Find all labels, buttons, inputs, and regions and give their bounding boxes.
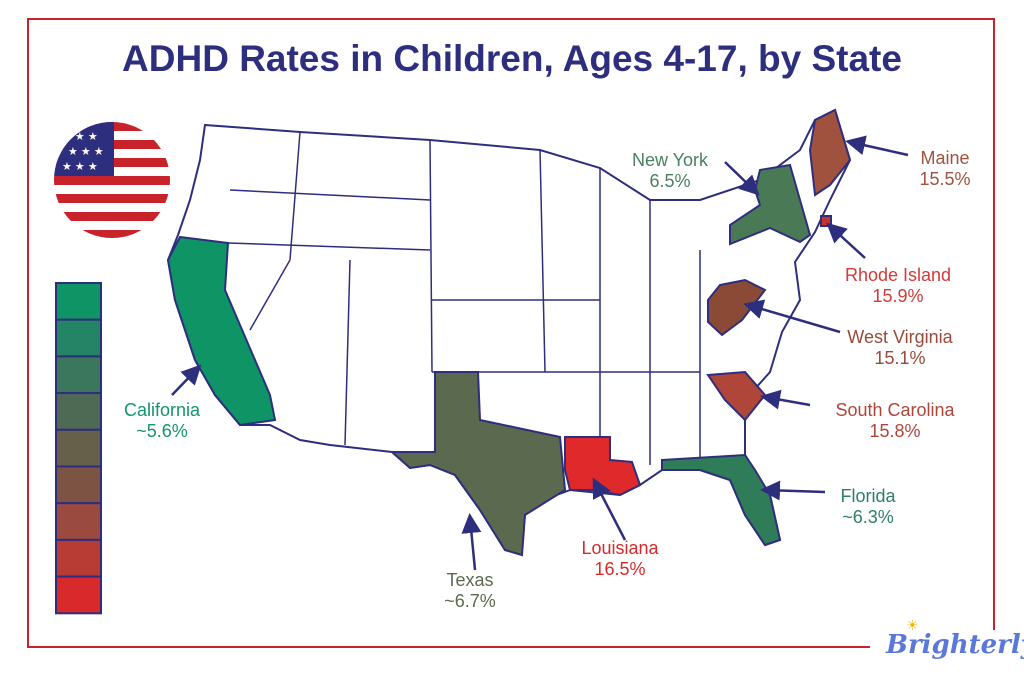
frame-gap — [870, 630, 1000, 660]
state-texas — [389, 371, 567, 557]
state-value: ~5.6% — [136, 421, 188, 441]
label-california: California ~5.6% — [82, 400, 242, 442]
state-west-virginia — [707, 278, 767, 337]
svg-text:★ ★ ★: ★ ★ ★ — [68, 146, 104, 158]
brighterly-logo: ☀ Brighterly — [886, 618, 1024, 660]
legend-cell — [55, 282, 102, 321]
state-value: 15.5% — [919, 169, 971, 189]
label-maine: Maine 15.5% — [865, 148, 1024, 190]
label-new-york: New York 6.5% — [590, 150, 750, 192]
page-title: ADHD Rates in Children, Ages 4-17, by St… — [122, 38, 902, 79]
flag-icon: ★ ★ ★ ★ ★ ★ ★ ★ ★ — [54, 122, 170, 238]
label-florida: Florida ~6.3% — [788, 486, 948, 528]
state-name: West Virginia — [847, 327, 953, 347]
state-california — [166, 235, 277, 427]
label-texas: Texas ~6.7% — [390, 570, 550, 612]
arrows — [171, 135, 909, 571]
state-value: 6.5% — [649, 171, 691, 191]
legend-cell — [55, 465, 102, 505]
state-value: 15.1% — [874, 348, 926, 368]
state-value: 15.9% — [872, 286, 924, 306]
state-value: ~6.3% — [842, 507, 894, 527]
legend-cell — [55, 502, 102, 541]
state-south-carolina — [706, 370, 767, 422]
state-name: Texas — [446, 570, 494, 590]
label-south-carolina: South Carolina 15.8% — [815, 400, 975, 442]
border-frame — [27, 18, 995, 648]
legend-cell — [55, 575, 102, 615]
state-name: Louisiana — [581, 538, 659, 558]
state-value: 16.5% — [594, 559, 646, 579]
color-scale-legend — [55, 282, 102, 615]
state-name: New York — [631, 150, 709, 170]
state-name: Maine — [920, 148, 970, 168]
state-new-york — [729, 163, 812, 246]
state-value: 15.8% — [869, 421, 921, 441]
legend-cell — [55, 355, 102, 395]
state-borders — [227, 131, 701, 465]
state-louisiana — [564, 436, 642, 497]
svg-text:★ ★ ★: ★ ★ ★ — [62, 131, 98, 143]
label-rhode-island: Rhode Island 15.9% — [818, 265, 978, 307]
label-louisiana: Louisiana 16.5% — [540, 538, 700, 580]
legend-cell — [55, 428, 102, 468]
legend-cell — [55, 538, 102, 578]
state-maine — [808, 108, 852, 197]
legend-cell — [55, 318, 102, 358]
state-value: ~6.7% — [444, 591, 496, 611]
state-name: South Carolina — [835, 400, 955, 420]
label-west-virginia: West Virginia 15.1% — [820, 327, 980, 369]
state-rhode-island — [820, 215, 832, 227]
state-name: Rhode Island — [844, 265, 952, 285]
state-florida — [661, 453, 782, 547]
state-name: Florida — [840, 486, 896, 506]
svg-text:★ ★ ★: ★ ★ ★ — [62, 161, 98, 173]
state-name: California — [123, 400, 201, 420]
